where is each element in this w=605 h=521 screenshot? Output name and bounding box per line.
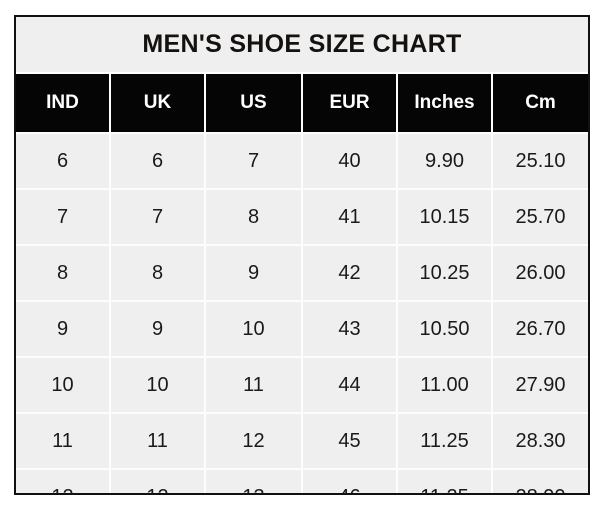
table-row: 7 7 8 41 10.15 25.70	[16, 188, 588, 245]
cell-uk: 8	[110, 244, 206, 301]
cell-ind: 9	[16, 300, 111, 357]
cell-cm: 26.00	[492, 244, 588, 301]
cell-uk: 6	[110, 132, 206, 189]
cell-eur: 44	[302, 356, 398, 413]
table-row: 10 10 11 44 11.00 27.90	[16, 356, 588, 413]
cell-ind: 11	[16, 412, 111, 469]
table-row: 11 11 12 45 11.25 28.30	[16, 412, 588, 469]
cell-us: 8	[205, 188, 303, 245]
cell-uk: 12	[110, 468, 206, 493]
chart-title: MEN'S SHOE SIZE CHART	[16, 17, 588, 74]
table-row: 12 12 13 46 11.25 28.90	[16, 468, 588, 493]
cell-eur: 43	[302, 300, 398, 357]
cell-cm: 26.70	[492, 300, 588, 357]
column-header-us: US	[205, 73, 303, 133]
table-row: 8 8 9 42 10.25 26.00	[16, 244, 588, 301]
cell-us: 9	[205, 244, 303, 301]
cell-cm: 28.30	[492, 412, 588, 469]
column-header-inches: Inches	[397, 73, 493, 133]
cell-inches: 10.50	[397, 300, 493, 357]
title-row: MEN'S SHOE SIZE CHART	[16, 17, 588, 74]
cell-ind: 8	[16, 244, 111, 301]
cell-uk: 11	[110, 412, 206, 469]
shoe-size-table: MEN'S SHOE SIZE CHART IND UK US EUR Inch…	[16, 17, 588, 493]
cell-ind: 12	[16, 468, 111, 493]
cell-eur: 45	[302, 412, 398, 469]
cell-us: 11	[205, 356, 303, 413]
table-row: 6 6 7 40 9.90 25.10	[16, 132, 588, 189]
cell-eur: 40	[302, 132, 398, 189]
cell-us: 7	[205, 132, 303, 189]
cell-inches: 11.25	[397, 468, 493, 493]
column-header-uk: UK	[110, 73, 206, 133]
cell-uk: 9	[110, 300, 206, 357]
cell-cm: 28.90	[492, 468, 588, 493]
cell-inches: 11.25	[397, 412, 493, 469]
cell-cm: 25.10	[492, 132, 588, 189]
cell-eur: 41	[302, 188, 398, 245]
cell-inches: 9.90	[397, 132, 493, 189]
cell-us: 12	[205, 412, 303, 469]
cell-eur: 42	[302, 244, 398, 301]
column-header-ind: IND	[16, 73, 111, 133]
cell-inches: 10.15	[397, 188, 493, 245]
cell-ind: 7	[16, 188, 111, 245]
size-chart-container: MEN'S SHOE SIZE CHART IND UK US EUR Inch…	[14, 15, 590, 495]
table-row: 9 9 10 43 10.50 26.70	[16, 300, 588, 357]
table-header-row: IND UK US EUR Inches Cm	[16, 73, 588, 133]
cell-uk: 10	[110, 356, 206, 413]
cell-cm: 27.90	[492, 356, 588, 413]
column-header-cm: Cm	[492, 73, 588, 133]
cell-inches: 11.00	[397, 356, 493, 413]
column-header-eur: EUR	[302, 73, 398, 133]
cell-ind: 6	[16, 132, 111, 189]
cell-uk: 7	[110, 188, 206, 245]
cell-ind: 10	[16, 356, 111, 413]
cell-inches: 10.25	[397, 244, 493, 301]
cell-eur: 46	[302, 468, 398, 493]
cell-us: 10	[205, 300, 303, 357]
cell-us: 13	[205, 468, 303, 493]
cell-cm: 25.70	[492, 188, 588, 245]
